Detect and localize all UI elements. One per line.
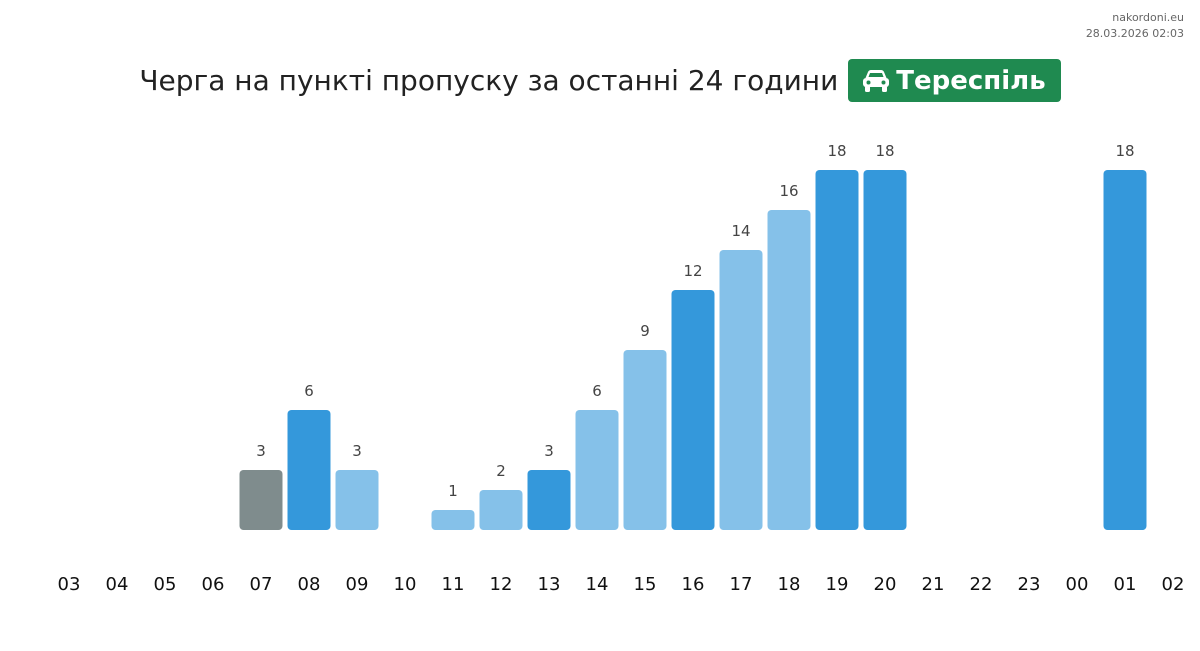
bar-value-label-16: 12: [683, 262, 702, 280]
chart-header: Черга на пункті пропуску за останні 24 г…: [0, 59, 1200, 102]
x-tick-label-13: 13: [538, 574, 561, 595]
bar-20: [863, 170, 907, 530]
x-tick-label-12: 12: [490, 574, 513, 595]
x-tick-label-00: 00: [1066, 574, 1089, 595]
bar-01: [1103, 170, 1147, 530]
bar-07: [239, 470, 283, 530]
x-tick-label-14: 14: [586, 574, 609, 595]
bar-09: [335, 470, 379, 530]
bar-value-label-11: 1: [448, 482, 458, 500]
x-tick-label-03: 03: [58, 574, 81, 595]
x-tick-label-10: 10: [394, 574, 417, 595]
x-tick-label-18: 18: [778, 574, 801, 595]
x-tick-label-04: 04: [106, 574, 129, 595]
bar-17: [719, 250, 763, 530]
chart-title: Черга на пункті пропуску за останні 24 г…: [139, 64, 839, 97]
bar-value-label-14: 6: [592, 382, 602, 400]
x-tick-label-06: 06: [202, 574, 225, 595]
x-tick-label-07: 07: [250, 574, 273, 595]
bar-12: [479, 490, 523, 530]
bar-08: [287, 410, 331, 530]
bar-value-label-01: 18: [1115, 142, 1134, 160]
x-tick-label-20: 20: [874, 574, 897, 595]
x-tick-label-01: 01: [1114, 574, 1137, 595]
watermark: nakordoni.eu 28.03.2026 02:03: [1086, 10, 1184, 42]
x-tick-label-02: 02: [1162, 574, 1185, 595]
bar-14: [575, 410, 619, 530]
bar-13: [527, 470, 571, 530]
bar-18: [767, 210, 811, 530]
x-tick-label-17: 17: [730, 574, 753, 595]
x-tick-label-16: 16: [682, 574, 705, 595]
crossing-badge: Тереспіль: [848, 59, 1061, 102]
bar-value-label-15: 9: [640, 322, 650, 340]
x-tick-label-05: 05: [154, 574, 177, 595]
x-tick-label-08: 08: [298, 574, 321, 595]
bar-value-label-08: 6: [304, 382, 314, 400]
x-tick-label-23: 23: [1018, 574, 1041, 595]
x-tick-label-09: 09: [346, 574, 369, 595]
bar-value-label-09: 3: [352, 442, 362, 460]
bar-11: [431, 510, 475, 530]
bar-value-label-18: 16: [779, 182, 798, 200]
x-tick-label-19: 19: [826, 574, 849, 595]
x-tick-label-21: 21: [922, 574, 945, 595]
crossing-name: Тереспіль: [896, 65, 1046, 96]
x-tick-label-11: 11: [442, 574, 465, 595]
bar-value-label-17: 14: [731, 222, 750, 240]
bar-value-label-19: 18: [827, 142, 846, 160]
bar-value-label-13: 3: [544, 442, 554, 460]
bar-16: [671, 290, 715, 530]
bar-19: [815, 170, 859, 530]
bar-value-label-12: 2: [496, 462, 506, 480]
bar-value-label-07: 3: [256, 442, 266, 460]
bar-15: [623, 350, 667, 530]
x-tick-label-15: 15: [634, 574, 657, 595]
car-icon: [863, 69, 890, 92]
watermark-timestamp: 28.03.2026 02:03: [1085, 27, 1184, 40]
bar-value-label-20: 18: [875, 142, 894, 160]
x-tick-label-22: 22: [970, 574, 993, 595]
watermark-site: nakordoni.eu: [1112, 11, 1184, 24]
